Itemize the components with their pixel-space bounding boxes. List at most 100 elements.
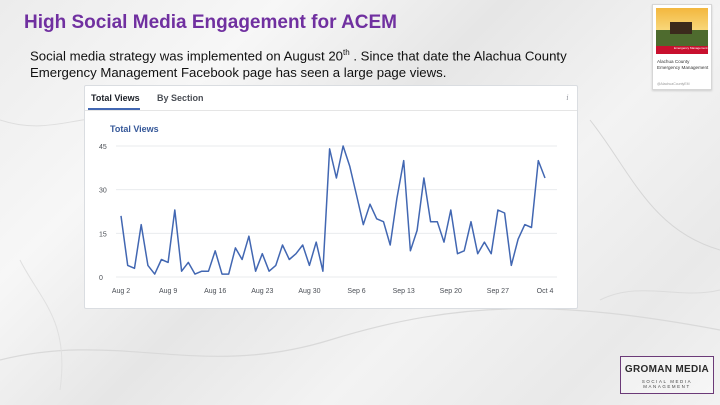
x-tick-label: Aug 2 <box>112 288 130 295</box>
x-tick-label: Aug 9 <box>159 288 177 295</box>
data-point[interactable] <box>517 238 519 240</box>
data-point[interactable] <box>544 177 546 179</box>
data-point[interactable] <box>524 223 526 225</box>
active-tab-indicator <box>88 108 140 110</box>
data-point[interactable] <box>241 258 243 260</box>
data-point[interactable] <box>322 270 324 272</box>
data-point[interactable] <box>315 241 317 243</box>
data-point[interactable] <box>463 250 465 252</box>
groman-media-logo: GROMAN MEDIA SOCIAL MEDIA MANAGEMENT <box>620 356 714 394</box>
total-views-chart: 0 15 30 45 Aug 2 Aug 9 Aug 16 Aug 23 Aug 30 Sep 6… <box>99 144 557 295</box>
y-tick-label: 15 <box>99 231 107 238</box>
data-point[interactable] <box>416 229 418 231</box>
data-point[interactable] <box>295 253 297 255</box>
data-point[interactable] <box>180 270 182 272</box>
data-point[interactable] <box>140 223 142 225</box>
logo-sub-text: SOCIAL MEDIA MANAGEMENT <box>641 379 693 389</box>
data-point[interactable] <box>389 244 391 246</box>
x-tick-label: Sep 27 <box>487 288 509 295</box>
data-point[interactable] <box>207 270 209 272</box>
data-point[interactable] <box>362 223 364 225</box>
data-point[interactable] <box>355 194 357 196</box>
x-tick-label: Sep 20 <box>440 288 462 295</box>
page-cover-image: Emergency Management <box>656 8 708 54</box>
data-point[interactable] <box>470 220 472 222</box>
x-tick-label: Aug 16 <box>204 288 226 295</box>
data-point[interactable] <box>261 253 263 255</box>
data-point[interactable] <box>133 267 135 269</box>
total-views-line <box>120 145 546 275</box>
data-point[interactable] <box>214 250 216 252</box>
data-point[interactable] <box>268 270 270 272</box>
body-text-part2: . Since that date the Alachua County Eme… <box>30 48 567 81</box>
data-point[interactable] <box>497 209 499 211</box>
insights-card: Total Views By Section i Total Views 0 15… <box>84 85 578 309</box>
page-name: Alachua County Emergency Management <box>657 59 709 70</box>
data-point[interactable] <box>456 253 458 255</box>
tab-by-section[interactable]: By Section <box>157 93 204 103</box>
data-point[interactable] <box>234 247 236 249</box>
data-point[interactable] <box>409 250 411 252</box>
data-point[interactable] <box>503 212 505 214</box>
data-point[interactable] <box>530 226 532 228</box>
data-point[interactable] <box>227 273 229 275</box>
slide-title: High Social Media Engagement for ACEM <box>24 12 398 33</box>
info-icon[interactable]: i <box>566 94 569 102</box>
data-point[interactable] <box>376 218 378 220</box>
data-point[interactable] <box>275 264 277 266</box>
data-point[interactable] <box>302 244 304 246</box>
data-point[interactable] <box>160 258 162 260</box>
data-point[interactable] <box>254 270 256 272</box>
x-tick-label: Aug 30 <box>298 288 320 295</box>
data-point[interactable] <box>537 159 539 161</box>
x-tick-label: Sep 6 <box>347 288 365 295</box>
data-point[interactable] <box>450 209 452 211</box>
data-point[interactable] <box>120 215 122 217</box>
data-point[interactable] <box>369 203 371 205</box>
data-point[interactable] <box>396 197 398 199</box>
data-point[interactable] <box>248 235 250 237</box>
body-text-superscript: th <box>343 48 350 57</box>
chart-title: Total Views <box>110 124 159 134</box>
data-point[interactable] <box>201 270 203 272</box>
data-point[interactable] <box>483 241 485 243</box>
data-point[interactable] <box>187 261 189 263</box>
data-point[interactable] <box>127 264 129 266</box>
data-point[interactable] <box>490 253 492 255</box>
data-point[interactable] <box>147 264 149 266</box>
data-point[interactable] <box>221 273 223 275</box>
data-point[interactable] <box>342 145 344 147</box>
data-point[interactable] <box>328 148 330 150</box>
data-point[interactable] <box>402 159 404 161</box>
data-point[interactable] <box>349 165 351 167</box>
logo-main-text: GROMAN MEDIA <box>624 364 710 375</box>
data-point[interactable] <box>194 273 196 275</box>
slide-body-text: Social media strategy was implemented on… <box>30 44 630 81</box>
y-tick-label: 45 <box>99 144 107 151</box>
data-point[interactable] <box>510 264 512 266</box>
data-point[interactable] <box>436 220 438 222</box>
data-point[interactable] <box>288 258 290 260</box>
data-point[interactable] <box>281 244 283 246</box>
page-handle: @AlachuaCountyEM <box>657 82 690 86</box>
facebook-page-thumbnail: Emergency Management Alachua County Emer… <box>652 4 712 90</box>
data-point[interactable] <box>476 253 478 255</box>
data-point[interactable] <box>443 241 445 243</box>
data-point[interactable] <box>335 177 337 179</box>
data-point[interactable] <box>167 261 169 263</box>
data-point[interactable] <box>153 273 155 275</box>
thumbnail-badge: Emergency Management <box>674 46 708 50</box>
data-point[interactable] <box>308 264 310 266</box>
data-point[interactable] <box>382 220 384 222</box>
x-tick-label: Sep 13 <box>393 288 415 295</box>
data-point[interactable] <box>423 177 425 179</box>
x-tick-label: Oct 4 <box>537 288 554 295</box>
tab-total-views[interactable]: Total Views <box>91 93 140 103</box>
x-tick-label: Aug 23 <box>251 288 273 295</box>
y-tick-label: 30 <box>99 188 107 195</box>
data-point[interactable] <box>429 220 431 222</box>
body-text-part1: Social media strategy was implemented on… <box>30 48 344 64</box>
y-tick-label: 0 <box>99 275 103 282</box>
data-point[interactable] <box>174 209 176 211</box>
